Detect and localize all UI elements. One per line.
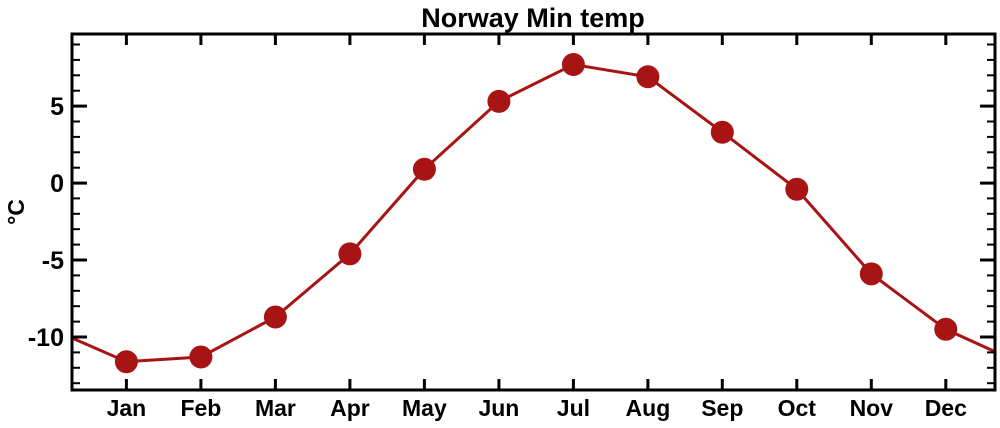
y-tick-label: -10 xyxy=(28,324,64,352)
data-point-dec xyxy=(934,317,958,341)
x-tick-label-nov: Nov xyxy=(850,395,894,421)
data-point-aug xyxy=(636,65,660,89)
data-point-oct xyxy=(785,177,809,201)
x-tick-label-oct: Oct xyxy=(778,395,817,421)
plot-frame xyxy=(70,32,997,392)
y-tick-label: -5 xyxy=(42,247,64,275)
x-tick-label-jul: Jul xyxy=(557,395,590,421)
temperature-line xyxy=(72,62,995,364)
x-tick-label-jan: Jan xyxy=(107,395,147,421)
chart-title: Norway Min temp xyxy=(421,3,645,33)
data-point-sep xyxy=(710,120,734,144)
data-point-jan xyxy=(114,350,138,374)
data-point-may xyxy=(412,157,436,181)
x-tick-label-feb: Feb xyxy=(180,395,221,421)
data-point-jun xyxy=(487,89,511,113)
x-tick-label-may: May xyxy=(402,395,447,421)
data-point-mar xyxy=(263,305,287,329)
x-tick-label-sep: Sep xyxy=(701,395,743,421)
x-tick-label-dec: Dec xyxy=(925,395,967,421)
x-tick-label-apr: Apr xyxy=(330,395,370,421)
y-tick-label: 0 xyxy=(50,170,64,198)
y-axis-label: °C xyxy=(3,199,29,225)
x-tick-label-mar: Mar xyxy=(255,395,296,421)
x-tick-label-jun: Jun xyxy=(478,395,519,421)
data-point-apr xyxy=(338,242,362,266)
data-point-feb xyxy=(189,345,213,369)
data-point-jul xyxy=(561,53,585,76)
data-point-nov xyxy=(859,262,883,286)
x-tick-label-aug: Aug xyxy=(626,395,671,421)
y-tick-label: 5 xyxy=(50,93,64,121)
